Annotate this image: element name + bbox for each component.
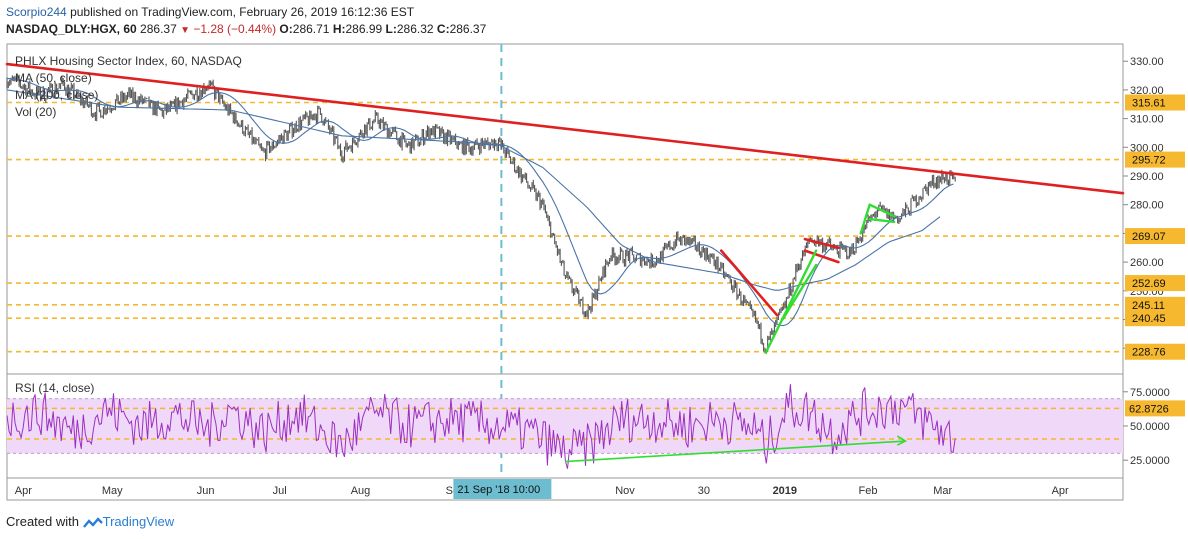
trendline-4 (764, 249, 818, 354)
trendline-0 (5, 62, 1125, 195)
trendline-7 (868, 203, 896, 218)
legend-ma200: MA (200, close) (15, 88, 98, 102)
low-value: 286.32 (396, 22, 434, 36)
price-tick-label: 260.00 (1130, 257, 1164, 269)
x-tick-label: May (102, 485, 123, 497)
legend-title: PHLX Housing Sector Index, 60, NASDAQ (15, 54, 242, 68)
tradingview-brand[interactable]: TradingView (102, 514, 175, 529)
level-badge-label: 295.72 (1132, 155, 1166, 167)
close-label: C: (436, 22, 450, 36)
rsi-panel[interactable] (6, 384, 1123, 469)
crosshair-badge-label: 21 Sep '18 10:00 (457, 484, 540, 496)
quote-line: NASDAQ_DLY:HGX, 60 286.37 ▼ −1.28 (−0.44… (6, 22, 486, 36)
ma-slow-line (6, 89, 941, 291)
price-tick-label: 300.00 (1130, 142, 1164, 154)
rsi-level-badge (1125, 400, 1185, 417)
created-with-text: Created with (6, 514, 79, 529)
level-badge (1125, 310, 1185, 327)
level-badge-label: 228.76 (1132, 347, 1166, 359)
price-tick-label: 320.00 (1130, 85, 1164, 97)
level-badge (1125, 151, 1185, 168)
close-value: 286.37 (449, 22, 487, 36)
high-label: H: (332, 22, 346, 36)
rsi-series (6, 384, 956, 469)
down-arrow-icon: ▼ (180, 25, 190, 36)
x-tick-label: 30 (698, 485, 710, 497)
publisher-name[interactable]: Scorpio244 (6, 5, 67, 19)
rsi-tick-label: 50.0000 (1130, 421, 1170, 433)
price-tick-label: 330.00 (1130, 56, 1164, 68)
level-badge-label: 245.11 (1132, 300, 1165, 312)
open-value: 286.71 (292, 22, 330, 36)
level-badge (1125, 275, 1185, 292)
x-tick-label: Aug (351, 485, 371, 497)
rsi-trendline-0 (564, 440, 906, 463)
publish-line: Scorpio244 published on TradingView.com,… (6, 5, 414, 19)
last-price: 286.37 (140, 22, 177, 36)
x-tick-label: Mar (933, 485, 952, 497)
crosshair-badge (453, 479, 552, 499)
low-label: L: (385, 22, 397, 36)
legend-vol: Vol (20) (15, 105, 56, 119)
level-badge (1125, 296, 1185, 313)
axes: 230.00240.00250.00260.00270.00280.00290.… (15, 56, 1185, 499)
level-badge (1125, 94, 1185, 111)
trendline-3 (803, 249, 840, 264)
legend-rsi: RSI (14, close) (15, 381, 94, 395)
rsi-band (7, 398, 1123, 454)
rsi-level-badge-label: 62.8726 (1129, 403, 1169, 415)
publish-text: published on TradingView.com, February 2… (70, 5, 415, 19)
rsi-tick-label: 75.0000 (1130, 387, 1170, 399)
x-tick-label: Apr (15, 485, 32, 497)
trendline-6 (859, 203, 871, 235)
price-tick-label: 280.00 (1130, 200, 1164, 212)
level-badge (1125, 228, 1185, 245)
trendline-8 (868, 217, 896, 224)
price-change: −1.28 (−0.44%) (193, 22, 277, 36)
level-badge-label: 252.69 (1132, 278, 1166, 290)
level-badge-label: 269.07 (1132, 231, 1166, 243)
level-badge (1125, 343, 1185, 360)
x-tick-label: Jun (197, 485, 215, 497)
trendline-5 (781, 263, 818, 321)
footer: Created with TradingView (6, 514, 174, 529)
x-tick-label: 2019 (773, 485, 797, 497)
legend-ma50: MA (50, close) (15, 71, 92, 85)
x-tick-label: Apr (1052, 485, 1069, 497)
price-panel[interactable] (5, 44, 1125, 478)
symbol-label: NASDAQ_DLY:HGX, 60 (6, 22, 137, 36)
trendline-2 (803, 237, 840, 250)
tradingview-logo-icon (82, 516, 103, 528)
level-badge-label: 240.45 (1132, 313, 1166, 325)
price-tick-label: 310.00 (1130, 114, 1164, 126)
open-label: O: (279, 22, 293, 36)
rsi-tick-label: 25.0000 (1130, 455, 1170, 467)
level-badge-label: 315.61 (1132, 98, 1166, 110)
rsi-arrow-icon (896, 435, 908, 446)
ma-fast-line (6, 77, 954, 327)
x-tick-label: Feb (859, 485, 878, 497)
x-tick-label: Nov (615, 485, 635, 497)
high-value: 286.99 (345, 22, 383, 36)
x-tick-label: Jul (273, 485, 287, 497)
trendline-1 (719, 249, 779, 317)
price-tick-label: 290.00 (1130, 171, 1164, 183)
